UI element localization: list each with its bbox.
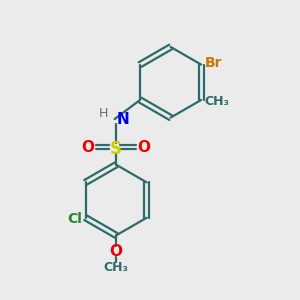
Text: CH₃: CH₃ xyxy=(103,261,129,274)
Text: N: N xyxy=(116,112,129,127)
Text: H: H xyxy=(99,107,108,120)
Text: O: O xyxy=(138,140,151,154)
Text: O: O xyxy=(82,140,95,154)
Text: Cl: Cl xyxy=(67,212,82,226)
Text: S: S xyxy=(110,140,122,158)
Text: Br: Br xyxy=(205,56,222,70)
Text: CH₃: CH₃ xyxy=(205,95,230,108)
Text: O: O xyxy=(110,244,123,259)
